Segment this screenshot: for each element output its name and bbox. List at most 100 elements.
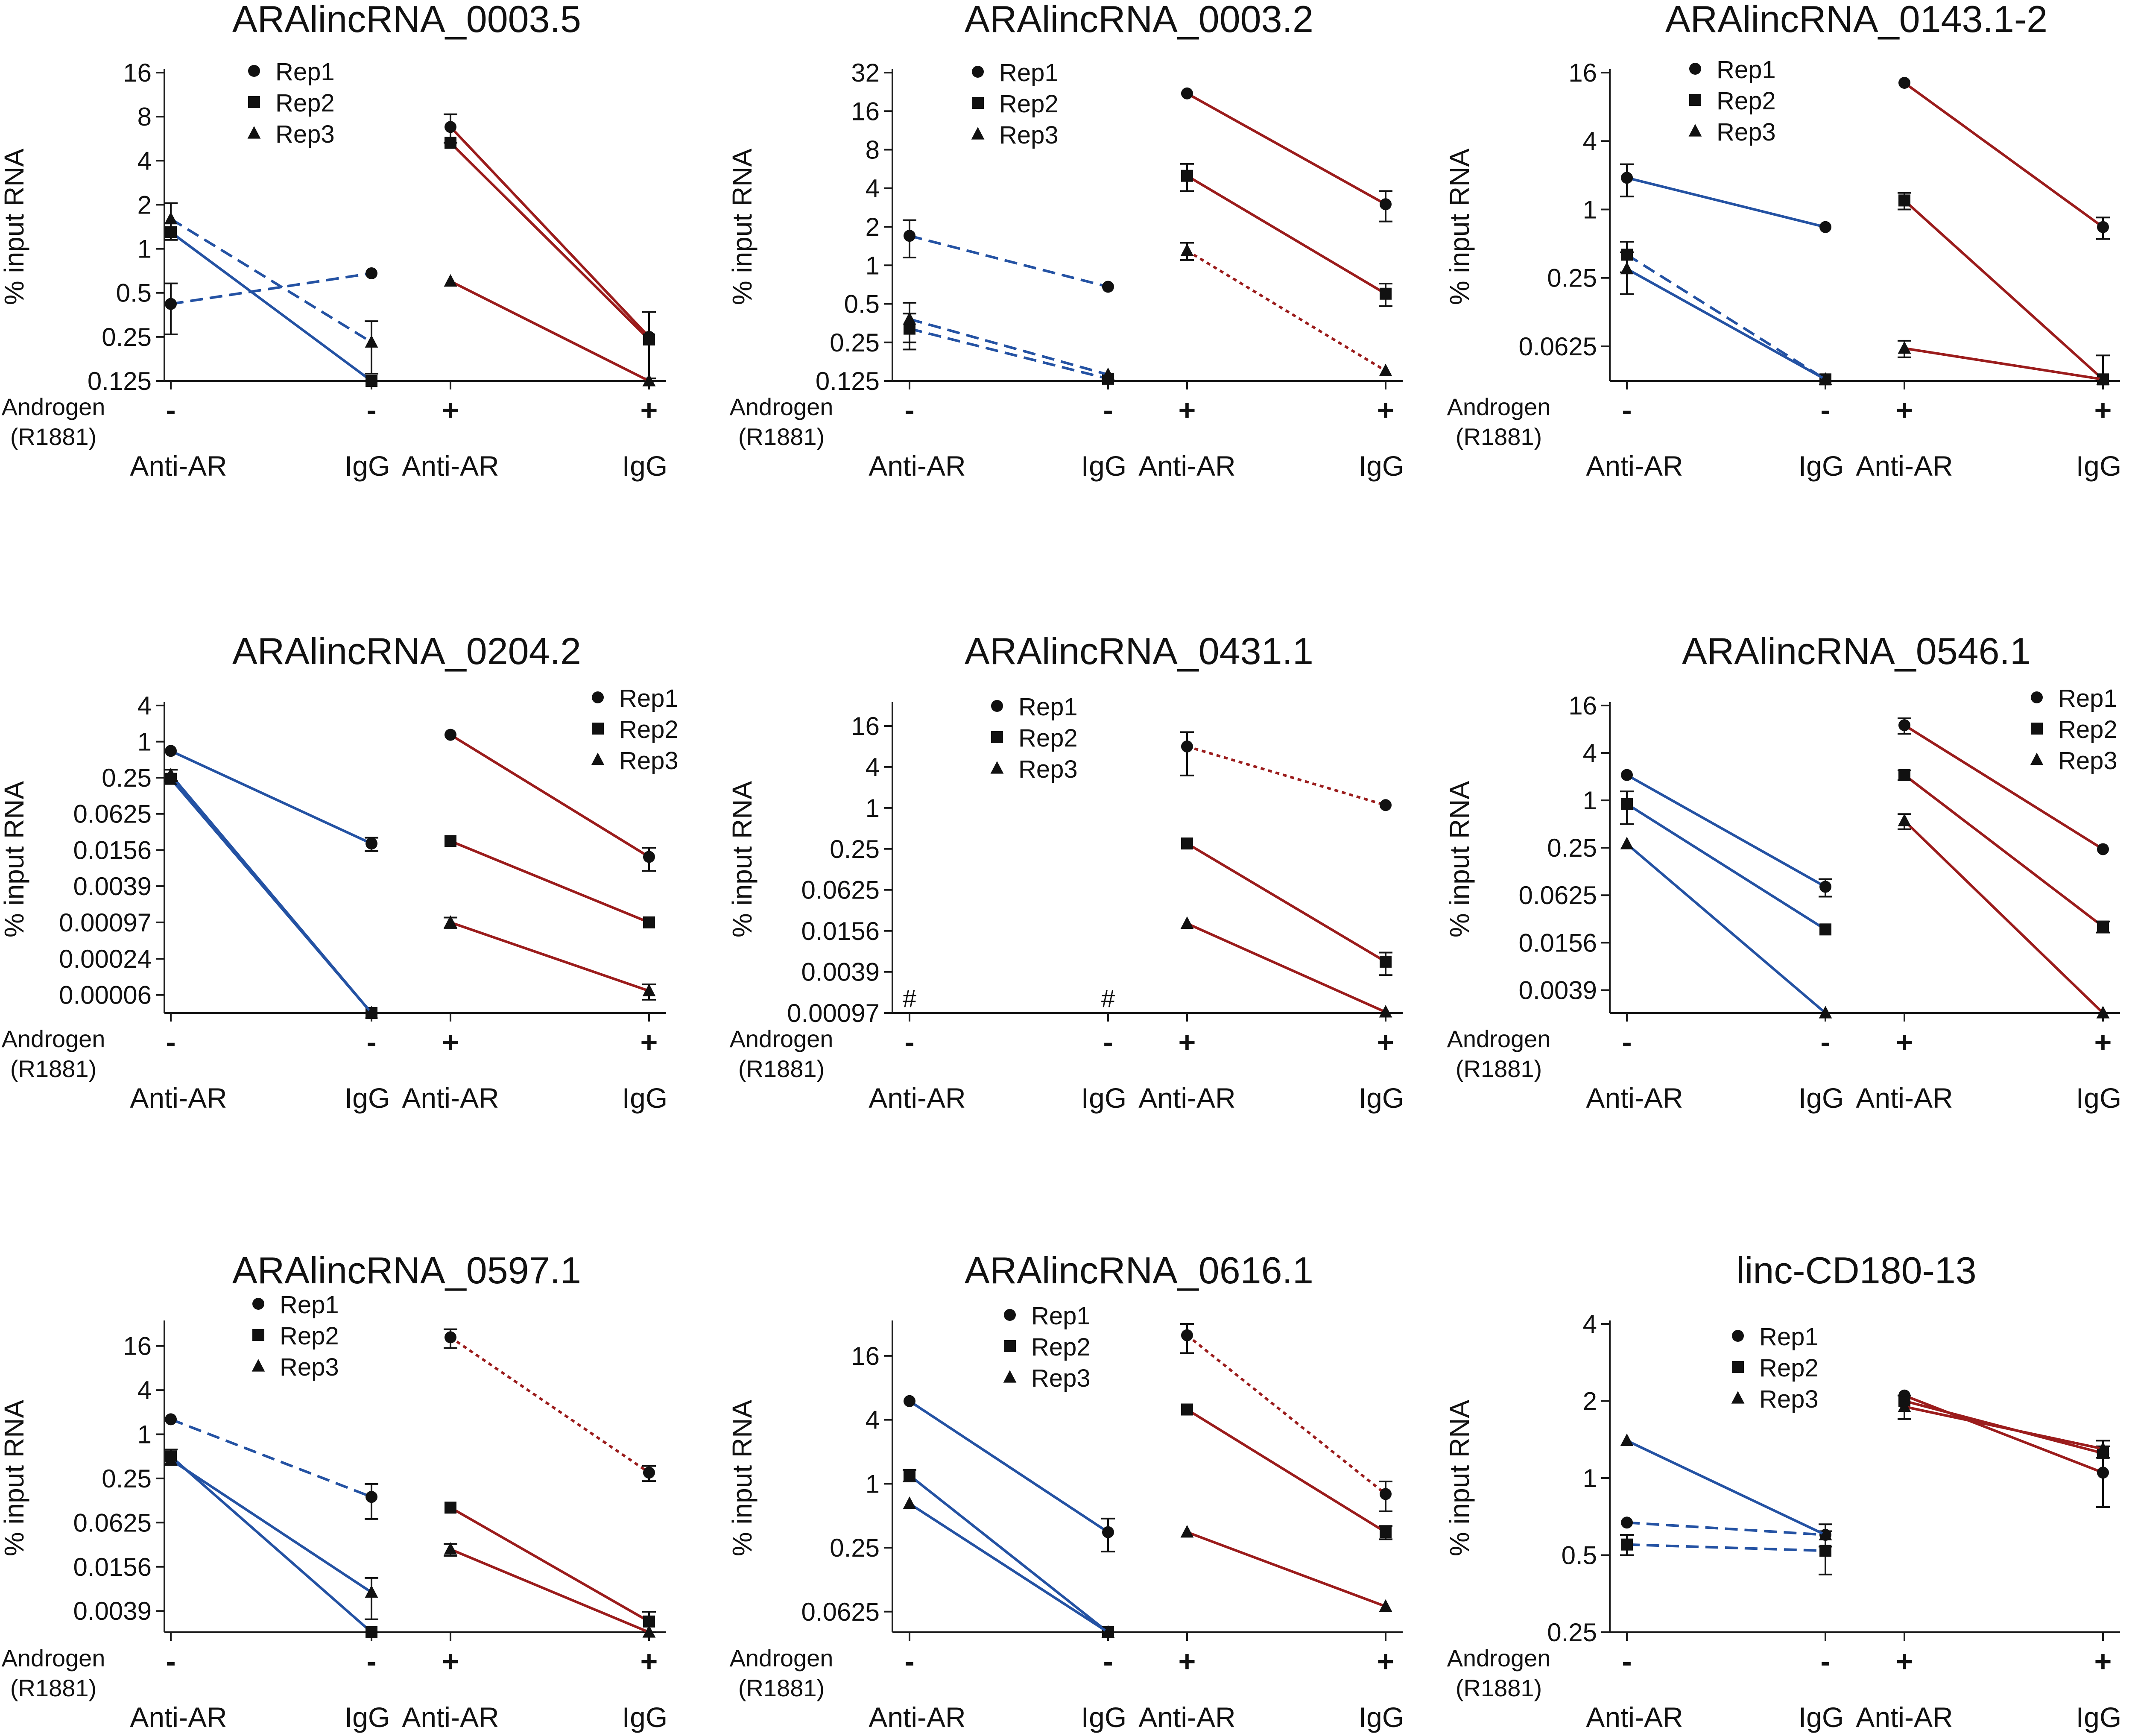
y-tick-label: 0.125 (816, 367, 880, 395)
androgen-label: Androgen (730, 1025, 834, 1052)
chart-title: ARAlincRNA_0546.1 (1682, 630, 2031, 672)
legend-label-rep3: Rep3 (1018, 755, 1078, 783)
x-category-label: IgG (1359, 1701, 1404, 1733)
androgen-sign: + (442, 1025, 459, 1059)
androgen-label: Androgen (1447, 393, 1551, 420)
androgen-sign: - (904, 1645, 914, 1678)
y-tick-label: 0.0156 (801, 917, 880, 946)
legend-label-rep2: Rep2 (1759, 1354, 1819, 1382)
data-point-rep2 (445, 1502, 456, 1514)
legend-marker-rep3 (1003, 1370, 1017, 1383)
androgen-label: Androgen (730, 393, 834, 420)
androgen-sign: - (1103, 393, 1113, 427)
series-line-rep2 (909, 327, 1108, 380)
legend-label-rep3: Rep3 (275, 120, 335, 148)
y-axis-label: % input RNA (1444, 1400, 1475, 1557)
legend-marker-rep3 (247, 126, 261, 139)
data-point-rep2 (1181, 1403, 1193, 1416)
data-point-rep3 (1620, 1433, 1634, 1446)
androgen-sign: + (640, 1645, 658, 1678)
androgen-sign: - (1622, 1645, 1632, 1678)
y-tick-label: 1 (1583, 1464, 1597, 1493)
y-tick-label: 0.0156 (73, 836, 152, 864)
r1881-label: (R1881) (1456, 1675, 1542, 1701)
y-tick-label: 16 (851, 97, 880, 126)
y-tick-label: 1 (866, 251, 880, 280)
data-point-rep3 (164, 767, 178, 780)
chart-title: ARAlincRNA_0003.2 (965, 0, 1313, 40)
data-point-rep3 (903, 312, 916, 325)
y-axis-label: % input RNA (1444, 781, 1475, 938)
x-category-label: IgG (1359, 450, 1404, 482)
series-line-rep2 (1904, 774, 2104, 928)
legend-marker-rep1 (592, 691, 604, 703)
x-category-label: IgG (1799, 1701, 1844, 1733)
y-tick-label: 0.0039 (73, 872, 152, 901)
y-axis-label: % input RNA (0, 149, 29, 305)
data-point-rep3 (1819, 372, 1832, 385)
data-point-rep3 (444, 915, 457, 928)
y-tick-label: 16 (123, 59, 152, 87)
x-category-label: Anti-AR (1586, 1082, 1683, 1114)
y-tick-label: 0.5 (116, 279, 152, 307)
y-tick-label: 16 (123, 1332, 152, 1361)
legend-marker-rep3 (1688, 124, 1702, 137)
series-line-rep1 (1626, 1521, 1826, 1537)
androgen-sign: + (1179, 393, 1196, 427)
series-line-rep1 (170, 1418, 372, 1498)
series-line-rep2 (1903, 199, 2104, 381)
y-tick-label: 1 (137, 235, 152, 263)
legend-label-rep2: Rep2 (2058, 716, 2117, 744)
series-line-rep2 (1626, 1543, 1826, 1552)
series-line-rep2 (1186, 175, 1386, 295)
chart-title: ARAlincRNA_0616.1 (965, 1249, 1313, 1291)
androgen-sign: + (640, 1025, 658, 1059)
androgen-sign: - (166, 1025, 175, 1059)
data-point-rep2 (904, 1469, 915, 1481)
series-line-rep2 (450, 1506, 650, 1623)
androgen-sign: - (1622, 393, 1632, 427)
series-line-rep3 (450, 921, 649, 992)
androgen-sign: - (1103, 1025, 1113, 1059)
series-line-rep3 (1904, 1405, 2103, 1450)
y-tick-label: 8 (137, 102, 152, 131)
legend-marker-rep1 (1689, 63, 1701, 75)
chart-panel-3: ARAlincRNA_0143.1-2 0.0625 0.25 1 4 16 % input… (1444, 0, 2121, 482)
legend-label-rep2: Rep2 (1031, 1333, 1091, 1361)
y-tick-label: 4 (1583, 739, 1597, 767)
data-point-rep3 (1898, 1399, 1911, 1412)
y-tick-label: 0.25 (1547, 834, 1597, 862)
series-line-rep2 (170, 1455, 372, 1634)
y-tick-label: 0.5 (844, 290, 880, 319)
data-point-rep2 (1621, 1538, 1633, 1551)
r1881-label: (R1881) (10, 1675, 97, 1701)
series-line-rep3 (1626, 268, 1826, 381)
series-line-rep1 (1187, 745, 1386, 807)
legend-marker-rep1 (1004, 1309, 1016, 1321)
legend-marker-rep2 (1732, 1361, 1744, 1373)
legend-label-rep1: Rep1 (999, 59, 1059, 87)
y-tick-label: 2 (866, 213, 880, 241)
data-point-rep3 (2096, 1006, 2110, 1019)
data-point-rep2 (366, 1626, 377, 1638)
series-line-rep3 (1903, 820, 2104, 1014)
x-category-label: IgG (622, 1082, 667, 1114)
data-point-rep3 (1101, 367, 1115, 380)
r1881-label: (R1881) (738, 1055, 825, 1082)
data-point-rep3 (1819, 1006, 1832, 1019)
chart-panel-2: ARAlincRNA_0003.2 0.125 0.25 0.5 1 2 4 8 16 32 % i… (727, 0, 1404, 482)
legend-marker-rep2 (1004, 1340, 1016, 1352)
x-category-label: IgG (622, 1701, 667, 1733)
y-tick-label: 4 (866, 753, 880, 782)
legend-marker-rep1 (248, 65, 260, 77)
legend-label-rep3: Rep3 (999, 121, 1059, 149)
x-category-label: Anti-AR (130, 1082, 227, 1114)
data-point-rep1 (904, 230, 915, 242)
data-point-rep1 (1621, 1516, 1633, 1529)
y-tick-label: 1 (866, 1470, 880, 1498)
chart-panel-7: ARAlincRNA_0597.1 0.0039 0.0156 0.0625 0.25 1… (0, 1249, 667, 1733)
y-tick-label: 32 (851, 59, 880, 87)
legend-marker-rep2 (1689, 94, 1701, 106)
legend-label-rep1: Rep1 (1018, 693, 1078, 721)
